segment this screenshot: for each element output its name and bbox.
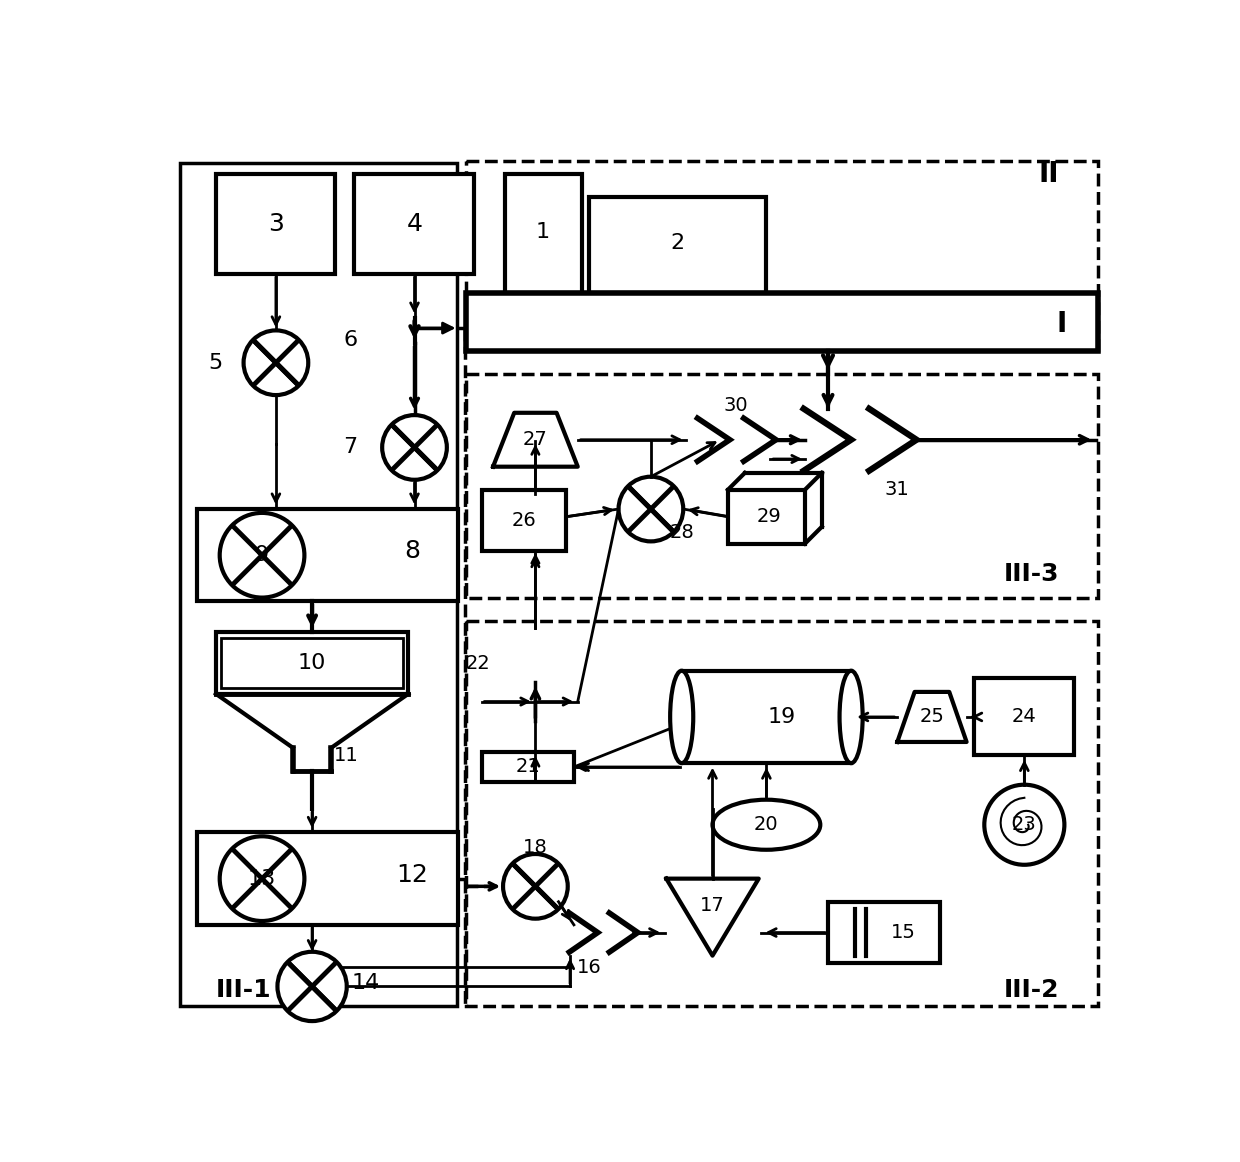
Bar — [216, 174, 335, 274]
Bar — [481, 752, 574, 782]
Text: III-2: III-2 — [1003, 978, 1059, 1003]
Bar — [728, 490, 805, 544]
Text: III-1: III-1 — [216, 978, 272, 1003]
Text: 16: 16 — [577, 957, 601, 977]
Circle shape — [619, 476, 683, 541]
Text: 17: 17 — [701, 896, 725, 916]
Text: 8: 8 — [404, 539, 420, 564]
Text: 3: 3 — [268, 213, 284, 236]
Text: 10: 10 — [298, 653, 326, 673]
Text: 21: 21 — [516, 758, 541, 776]
Ellipse shape — [713, 799, 821, 849]
Bar — [466, 294, 1097, 351]
Text: II: II — [1038, 160, 1059, 188]
Text: 29: 29 — [756, 508, 781, 526]
Circle shape — [278, 952, 347, 1021]
Text: 1: 1 — [536, 222, 551, 242]
Text: 23: 23 — [1012, 816, 1037, 834]
Text: 5: 5 — [208, 353, 223, 373]
Bar — [197, 509, 459, 602]
Text: 30: 30 — [723, 395, 748, 415]
Circle shape — [219, 837, 304, 921]
Bar — [221, 638, 403, 688]
Bar — [975, 679, 1074, 755]
Circle shape — [985, 784, 1064, 865]
Ellipse shape — [839, 670, 863, 763]
Text: III-3: III-3 — [1003, 562, 1059, 587]
Bar — [828, 902, 940, 963]
Text: 13: 13 — [248, 869, 277, 889]
Text: 15: 15 — [892, 923, 916, 942]
Text: 9: 9 — [255, 545, 269, 565]
Text: 14: 14 — [352, 973, 381, 992]
Circle shape — [382, 415, 446, 480]
Text: 11: 11 — [335, 746, 360, 765]
Bar — [466, 162, 1097, 350]
Text: 28: 28 — [670, 523, 694, 541]
Ellipse shape — [670, 670, 693, 763]
Bar — [505, 174, 582, 294]
Text: 6: 6 — [343, 330, 357, 350]
Bar — [682, 670, 851, 763]
Text: 4: 4 — [407, 213, 423, 236]
Circle shape — [503, 854, 568, 919]
Circle shape — [243, 330, 309, 395]
Bar — [466, 374, 1097, 597]
Text: 18: 18 — [523, 838, 548, 858]
Text: 22: 22 — [465, 653, 490, 673]
Text: 31: 31 — [885, 480, 910, 500]
Bar — [197, 832, 459, 925]
Bar — [481, 490, 567, 552]
Text: 26: 26 — [511, 511, 536, 530]
Text: 2: 2 — [671, 234, 684, 253]
Text: 27: 27 — [523, 430, 548, 450]
Text: I: I — [1056, 310, 1066, 338]
Text: 20: 20 — [754, 816, 779, 834]
Bar — [589, 198, 766, 294]
Bar — [466, 621, 1097, 1005]
Bar — [216, 632, 408, 694]
Text: 19: 19 — [768, 706, 796, 727]
Text: 7: 7 — [343, 437, 357, 458]
Circle shape — [219, 512, 304, 597]
Text: 12: 12 — [397, 863, 428, 887]
Text: 25: 25 — [920, 708, 945, 726]
Text: 24: 24 — [1012, 708, 1037, 726]
Bar — [180, 163, 456, 1005]
Bar — [355, 174, 474, 274]
